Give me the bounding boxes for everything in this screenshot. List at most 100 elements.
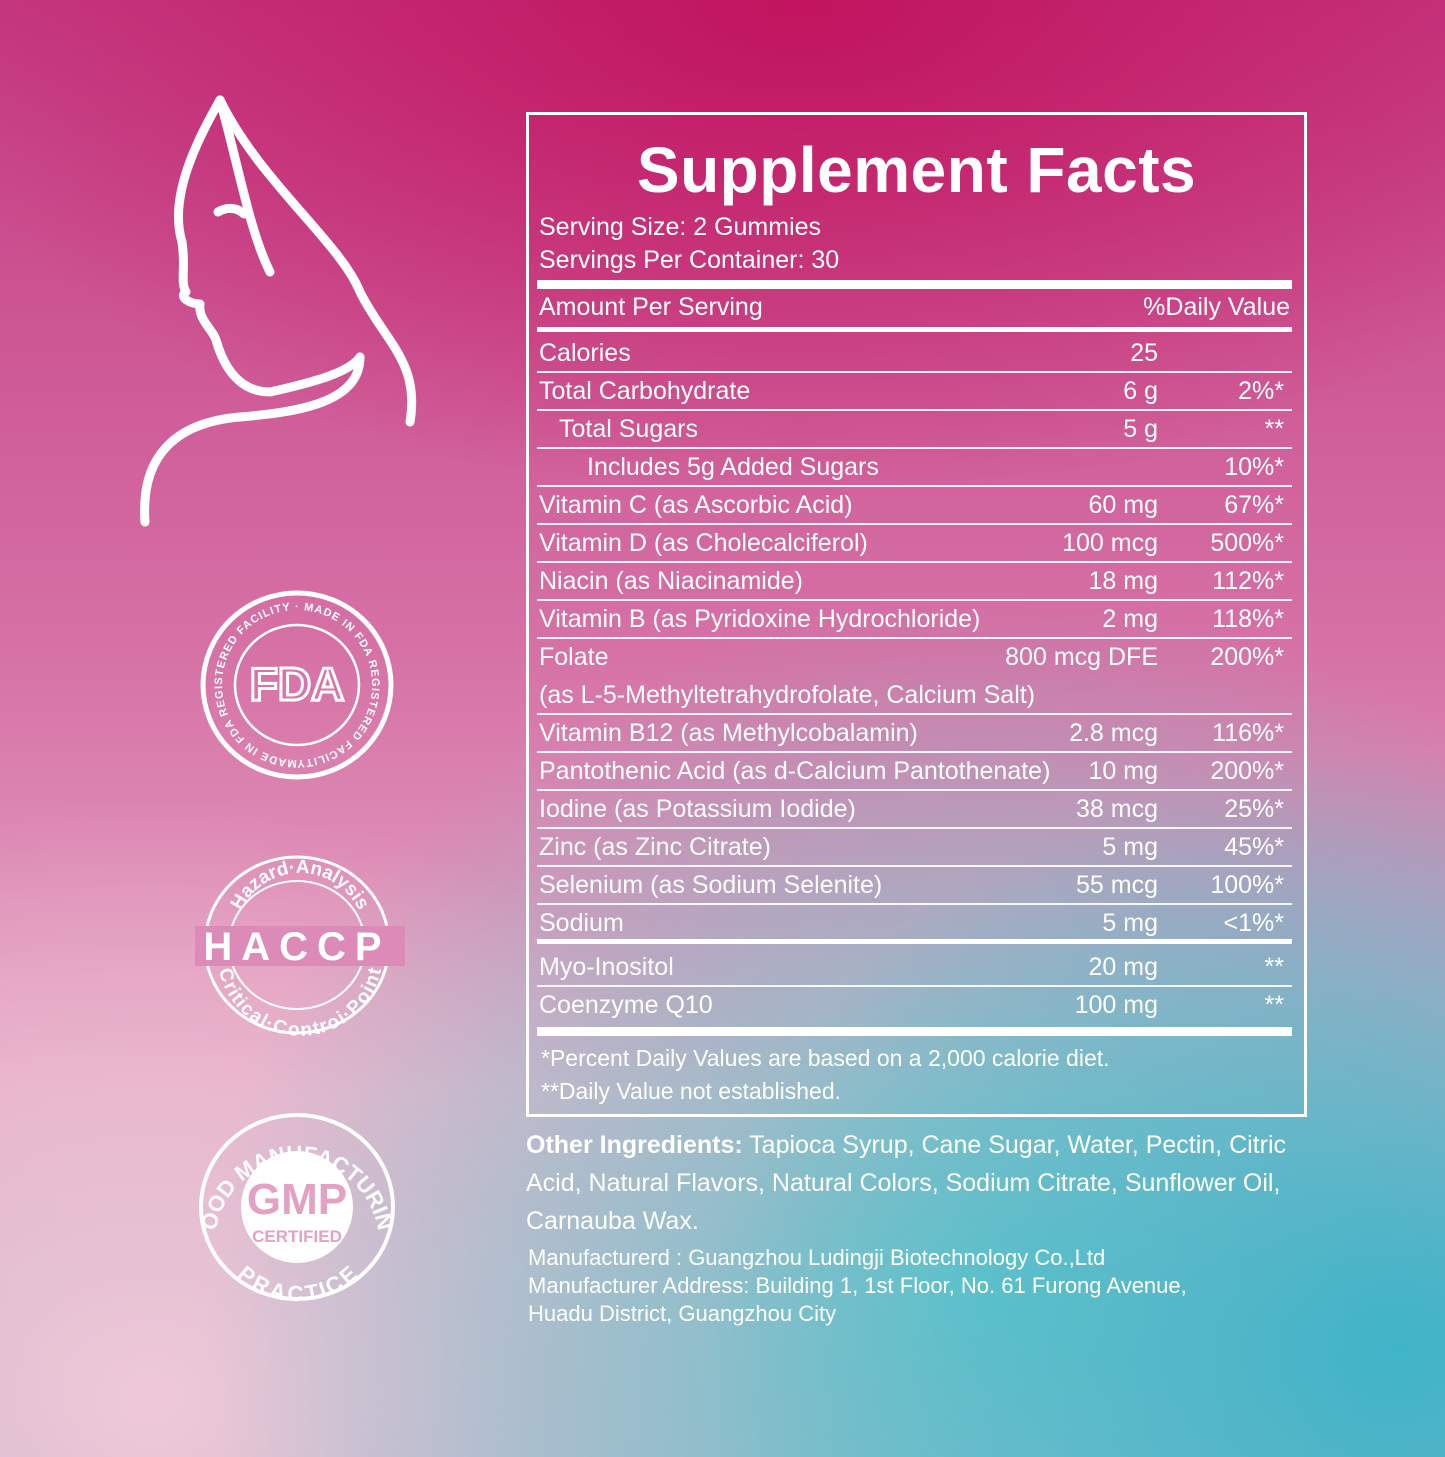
gmp-bottom-text: PRACTICE bbox=[233, 1261, 362, 1305]
nutrient-amount: 2 mg bbox=[1102, 605, 1158, 633]
nutrient-name: Folate bbox=[539, 643, 609, 671]
nutrient-name: Zinc (as Zinc Citrate) bbox=[539, 833, 771, 861]
svg-text:Critical·Controi·Point: Critical·Controi·Point bbox=[214, 965, 386, 1041]
nutrient-amount: 100 mcg bbox=[1062, 529, 1158, 557]
facts-title: Supplement Facts bbox=[636, 134, 1197, 206]
serving-size: Serving Size: 2 Gummies bbox=[539, 213, 822, 241]
table-row: Total Sugars 5 g ** bbox=[537, 411, 1292, 449]
thick-divider bbox=[537, 1027, 1292, 1036]
table-header: Amount Per Serving %Daily Value bbox=[539, 293, 1290, 322]
nutrient-amount: 6 g bbox=[1123, 377, 1158, 405]
table-row: Vitamin C (as Ascorbic Acid) 60 mg 67%* bbox=[537, 487, 1292, 525]
nutrient-daily-value: 200%* bbox=[1210, 643, 1284, 671]
manufacturer-name: Manufacturerd : Guangzhou Ludingji Biote… bbox=[528, 1245, 1106, 1270]
table-row: Includes 5g Added Sugars 10%* bbox=[537, 449, 1292, 487]
nutrient-amount: 18 mg bbox=[1088, 567, 1158, 595]
servings-per-container: Servings Per Container: 30 bbox=[539, 246, 840, 274]
nutrient-amount: 100 mg bbox=[1074, 991, 1158, 1019]
nutrient-amount: 38 mcg bbox=[1076, 795, 1158, 823]
nutrient-daily-value: 100%* bbox=[1210, 871, 1284, 899]
nutrient-amount: 5 mg bbox=[1102, 909, 1158, 937]
manufacturer-info: Manufacturerd : Guangzhou Ludingji Biote… bbox=[528, 1244, 1318, 1328]
nutrient-daily-value: 2%* bbox=[1238, 377, 1284, 405]
nutrient-name: Vitamin D (as Cholecalciferol) bbox=[539, 529, 868, 557]
medium-divider bbox=[537, 939, 1292, 944]
table-row: Iodine (as Potassium Iodide) 38 mcg 25%* bbox=[537, 791, 1292, 829]
nutrient-name: Iodine (as Potassium Iodide) bbox=[539, 795, 856, 823]
nutrient-name: Total Sugars bbox=[559, 415, 698, 443]
other-ingredients: Other Ingredients: Tapioca Syrup, Cane S… bbox=[526, 1126, 1316, 1240]
gmp-certified-text: CERTIFIED bbox=[252, 1227, 342, 1246]
nutrient-daily-value: 118%* bbox=[1212, 605, 1284, 633]
table-row: Myo-Inositol 20 mg ** bbox=[537, 949, 1292, 987]
haccp-bottom-text: Critical·Controi·Point bbox=[214, 965, 386, 1041]
footnote-not-established: **Daily Value not established. bbox=[541, 1078, 842, 1104]
nutrient-amount: 2.8 mcg bbox=[1069, 719, 1158, 747]
gmp-text: GMP bbox=[247, 1175, 347, 1224]
nutrient-amount: 5 g bbox=[1123, 415, 1158, 443]
nutrient-name: Pantothenic Acid (as d-Calcium Pantothen… bbox=[539, 757, 1051, 785]
table-row: Selenium (as Sodium Selenite) 55 mcg 100%* bbox=[537, 867, 1292, 905]
thick-divider bbox=[537, 280, 1292, 289]
nutrient-name: Sodium bbox=[539, 909, 624, 937]
medium-divider bbox=[537, 327, 1292, 332]
nutrient-daily-value: 10%* bbox=[1224, 453, 1284, 481]
nutrient-daily-value: 67%* bbox=[1224, 491, 1284, 519]
nutrient-name: Total Carbohydrate bbox=[539, 377, 751, 405]
nutrient-name: Niacin (as Niacinamide) bbox=[539, 567, 803, 595]
table-row: Sodium 5 mg <1%* bbox=[537, 905, 1292, 941]
nutrient-daily-value: ** bbox=[1264, 953, 1284, 981]
table-row: Niacin (as Niacinamide) 18 mg 112%* bbox=[537, 563, 1292, 601]
haccp-top-text: Hazard·Analysis bbox=[227, 857, 373, 913]
nutrient-amount: 800 mcg DFE bbox=[1005, 643, 1158, 671]
manufacturer-address: Manufacturer Address: Building 1, 1st Fl… bbox=[528, 1273, 1187, 1298]
other-ingredients-label: Other Ingredients: bbox=[526, 1131, 743, 1159]
extra-nutrient-rows: Myo-Inositol 20 mg ** Coenzyme Q10 100 mg ** bbox=[537, 949, 1292, 1023]
nutrient-daily-value: 116%* bbox=[1212, 719, 1284, 747]
nutrient-daily-value: ** bbox=[1264, 415, 1284, 443]
haccp-text: HACCP bbox=[203, 925, 390, 969]
nutrient-amount: 25 bbox=[1130, 339, 1158, 367]
nutrient-amount: 20 mg bbox=[1088, 953, 1158, 981]
fda-registered-badge: MADE IN FDA REGISTERED FACILITY · MADE I… bbox=[195, 588, 394, 780]
nutrient-amount: 55 mcg bbox=[1076, 871, 1158, 899]
table-row: Vitamin B12 (as Methylcobalamin) 2.8 mcg 1… bbox=[537, 715, 1292, 753]
haccp-badge: Hazard·Analysis Critical·Controi·Point H… bbox=[195, 855, 405, 1041]
footnote-dv: *Percent Daily Values are based on a 2,0… bbox=[541, 1045, 1110, 1071]
nutrient-name-detail: (as L-5-Methyltetrahydrofolate, Calcium … bbox=[539, 681, 1036, 709]
table-row: Vitamin D (as Cholecalciferol) 100 mcg 500… bbox=[537, 525, 1292, 563]
gmp-certified-badge: GOOD MANUFACTURING PRACTICE GMP CERTIFIE… bbox=[195, 1110, 398, 1305]
table-row: Total Carbohydrate 6 g 2%* bbox=[537, 373, 1292, 411]
amount-header: Amount Per Serving bbox=[539, 293, 763, 321]
nutrient-name: Coenzyme Q10 bbox=[539, 991, 713, 1019]
nutrient-daily-value: ** bbox=[1264, 991, 1284, 1019]
other-ingredients-text: Tapioca Syrup, Cane Sugar, Water, Pectin… bbox=[526, 1131, 1286, 1235]
svg-text:PRACTICE: PRACTICE bbox=[233, 1261, 362, 1305]
fda-logo-text: FDA bbox=[250, 658, 345, 710]
nutrient-name: Calories bbox=[539, 339, 631, 367]
table-row: Folate (as L-5-Methyltetrahydrofolate, Ca… bbox=[537, 639, 1292, 715]
nutrient-daily-value: 45%* bbox=[1224, 833, 1284, 861]
table-row: Pantothenic Acid (as d-Calcium Pantothen… bbox=[537, 753, 1292, 791]
nutrient-daily-value: 500%* bbox=[1210, 529, 1284, 557]
supplement-facts-panel: Supplement Facts Serving Size: 2 Gummies… bbox=[526, 112, 1307, 1117]
nutrient-amount: 60 mg bbox=[1088, 491, 1158, 519]
woman-profile-logo-icon bbox=[140, 95, 417, 527]
nutrient-name: Vitamin C (as Ascorbic Acid) bbox=[539, 491, 853, 519]
table-row: Coenzyme Q10 100 mg ** bbox=[537, 987, 1292, 1023]
nutrient-name: Vitamin B12 (as Methylcobalamin) bbox=[539, 719, 918, 747]
nutrient-rows: Calories 25 Total Carbohydrate 6 g 2%* Total … bbox=[537, 335, 1292, 941]
dv-header: %Daily Value bbox=[1143, 293, 1290, 321]
table-row: Vitamin B (as Pyridoxine Hydrochloride) 2… bbox=[537, 601, 1292, 639]
nutrient-daily-value: 112%* bbox=[1212, 567, 1284, 595]
nutrient-name: Vitamin B (as Pyridoxine Hydrochloride) bbox=[539, 605, 981, 633]
svg-text:Hazard·Analysis: Hazard·Analysis bbox=[227, 857, 373, 913]
table-row: Calories 25 bbox=[537, 335, 1292, 373]
manufacturer-address-2: Huadu District, Guangzhou City bbox=[528, 1301, 837, 1326]
nutrient-name: Includes 5g Added Sugars bbox=[587, 453, 879, 481]
nutrient-daily-value: 25%* bbox=[1224, 795, 1284, 823]
nutrient-amount: 5 mg bbox=[1102, 833, 1158, 861]
nutrient-daily-value: 200%* bbox=[1210, 757, 1284, 785]
nutrient-daily-value: <1%* bbox=[1223, 909, 1284, 937]
nutrient-name: Myo-Inositol bbox=[539, 953, 674, 981]
